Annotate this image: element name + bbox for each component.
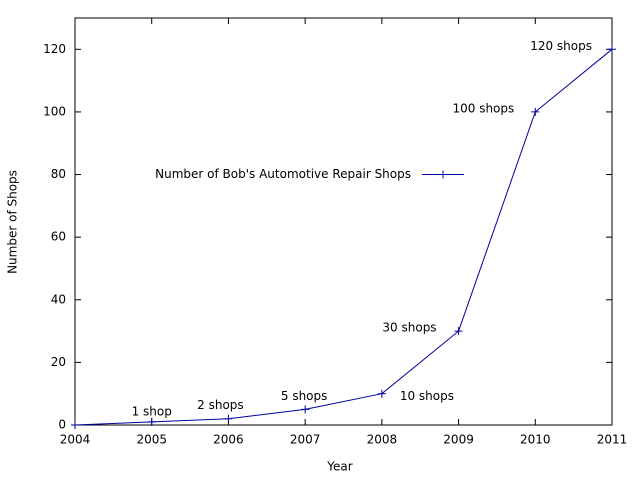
series-line [74, 48, 613, 426]
x-tick-label: 2008 [367, 433, 398, 447]
y-tick-label: 20 [51, 355, 66, 369]
data-label: 100 shops [452, 101, 514, 115]
data-label: 1 shop [132, 404, 172, 418]
data-label: 30 shops [382, 321, 436, 335]
x-tick-label: 2004 [60, 433, 91, 447]
data-label: 2 shops [197, 398, 244, 412]
y-tick-label: 40 [51, 292, 66, 306]
y-tick-label: 80 [51, 167, 66, 181]
y-tick-label: 120 [43, 42, 66, 56]
data-label: 10 shops [400, 389, 454, 403]
point [377, 389, 386, 398]
data-label: 5 shops [281, 389, 328, 403]
x-tick-label: 2006 [213, 433, 244, 447]
y-tick-label: 100 [43, 104, 66, 118]
point [531, 107, 540, 116]
x-tick-label: 2005 [136, 433, 167, 447]
y-axis-label: Number of Shops [6, 170, 20, 274]
point [301, 405, 310, 414]
point [147, 417, 156, 426]
y-tick-label: 60 [51, 230, 66, 244]
point [454, 327, 463, 336]
point [608, 45, 616, 54]
x-tick-label: 2010 [520, 433, 551, 447]
legend-label: Number of Bob's Automotive Repair Shops [155, 167, 411, 181]
x-tick-label: 2011 [597, 433, 628, 447]
point [71, 421, 79, 429]
point [224, 414, 233, 423]
x-tick-label: 2007 [290, 433, 321, 447]
x-axis-label: Year [326, 460, 352, 474]
plot-border [74, 17, 613, 426]
y-tick-label: 0 [58, 418, 66, 432]
data-label: 120 shops [530, 39, 592, 53]
x-tick-label: 2009 [443, 433, 474, 447]
